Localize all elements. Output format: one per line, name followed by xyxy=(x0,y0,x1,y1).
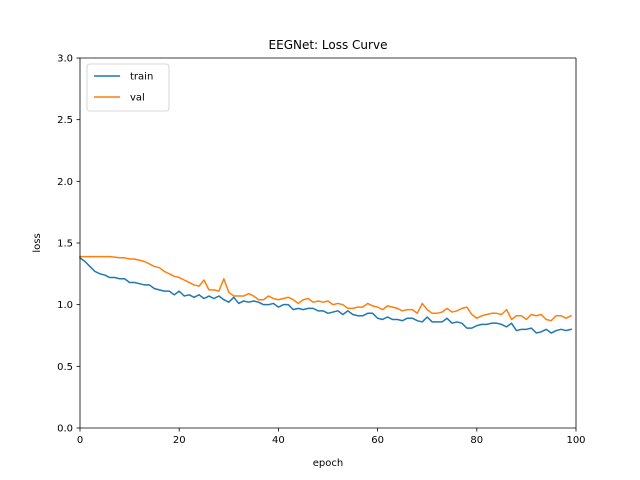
y-tick-label: 2.0 xyxy=(57,177,73,188)
series-line-train xyxy=(78,256,572,334)
x-tick-label: 60 xyxy=(371,435,384,446)
x-axis-label: epoch xyxy=(313,458,343,469)
y-tick-label: 1.0 xyxy=(57,300,73,311)
plot-background xyxy=(80,58,576,428)
y-axis-label: loss xyxy=(32,233,43,252)
y-tick-label: 1.5 xyxy=(57,239,73,250)
x-tick-label: 40 xyxy=(272,435,285,446)
y-tick-label: 0.5 xyxy=(57,362,73,373)
x-tick-label: 0 xyxy=(77,435,83,446)
y-tick-label: 3.0 xyxy=(57,54,73,65)
plot-area: 0 20 40 60 80 100 0.0 0.5 1.0 1.5 2.0 2.5 3.0 train va… xyxy=(57,54,585,447)
y-tick-label: 0.0 xyxy=(57,424,73,435)
x-tick-label: 80 xyxy=(470,435,483,446)
legend-box xyxy=(86,63,170,112)
x-tick-label: 20 xyxy=(173,435,186,446)
chart-title: EEGNet: Loss Curve xyxy=(269,38,388,52)
series-line-val xyxy=(79,255,573,322)
legend-label-val: val xyxy=(130,93,145,104)
legend: train val xyxy=(86,63,170,112)
legend-label-train: train xyxy=(130,72,153,83)
x-tick-label: 100 xyxy=(566,435,585,446)
y-tick-label: 2.5 xyxy=(57,115,73,126)
